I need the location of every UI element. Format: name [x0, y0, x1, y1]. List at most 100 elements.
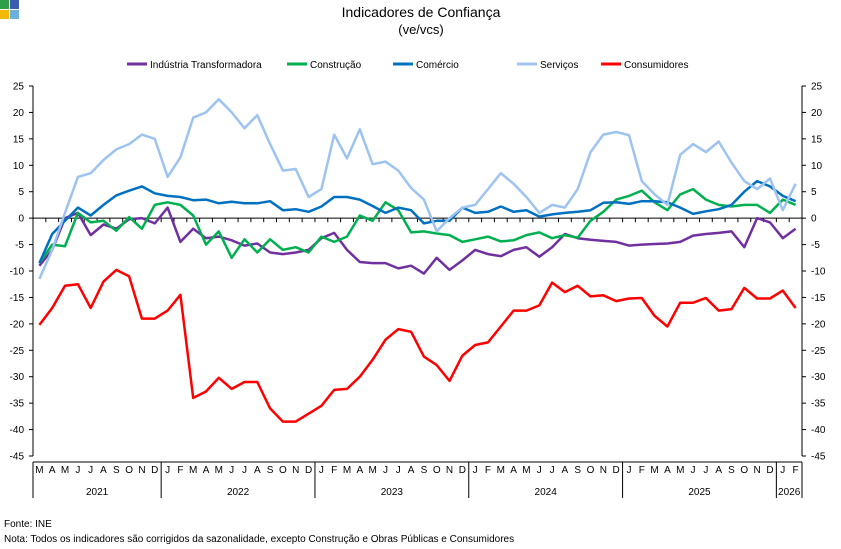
month-label: S: [421, 465, 428, 476]
month-label: M: [189, 465, 197, 476]
month-label: M: [522, 465, 530, 476]
month-label: F: [177, 465, 183, 476]
month-label: M: [676, 465, 684, 476]
month-label: D: [766, 465, 773, 476]
series-line: [38, 268, 797, 423]
month-label: N: [600, 465, 607, 476]
footer-note: Nota: Todos os indicadores são corrigido…: [4, 534, 515, 545]
month-label: A: [510, 465, 517, 476]
month-label: N: [292, 465, 299, 476]
y-tick-label-left: 25: [13, 82, 25, 93]
month-label: A: [356, 465, 363, 476]
y-tick-label-right: 5: [811, 187, 817, 198]
series-com-rcio: [38, 179, 797, 264]
legend-label: Comércio: [416, 60, 459, 71]
y-tick-label-right: -25: [811, 346, 826, 357]
month-label: M: [61, 465, 69, 476]
year-label: 2023: [381, 487, 404, 498]
month-label: F: [331, 465, 337, 476]
month-label: A: [254, 465, 261, 476]
legend-label: Consumidores: [624, 60, 688, 71]
y-tick-label-right: 0: [811, 214, 817, 225]
month-label: J: [88, 465, 93, 476]
y-tick-label-right: -5: [811, 240, 820, 251]
year-label: 2025: [688, 487, 711, 498]
month-label: J: [550, 465, 555, 476]
legend-label: Serviços: [540, 60, 578, 71]
month-label: J: [703, 465, 708, 476]
legend-item: Indústria Transformadora: [127, 60, 262, 71]
month-label: M: [497, 465, 505, 476]
month-label: N: [446, 465, 453, 476]
y-tick-label-right: -15: [811, 293, 826, 304]
year-label: 2026: [778, 487, 801, 498]
y-tick-label-right: 20: [811, 108, 823, 119]
logo-square: [10, 0, 19, 9]
month-label: N: [138, 465, 145, 476]
series-constru-o: [38, 187, 797, 264]
y-tick-label-right: -35: [811, 399, 826, 410]
month-label: S: [728, 465, 735, 476]
month-label: N: [754, 465, 761, 476]
month-label: A: [408, 465, 415, 476]
chart-title: Indicadores de Confiança: [342, 4, 501, 20]
y-tick-label-left: -20: [10, 319, 25, 330]
month-label: D: [613, 465, 620, 476]
month-label: J: [537, 465, 542, 476]
month-label: J: [242, 465, 247, 476]
series-line: [38, 97, 797, 280]
month-label: O: [587, 465, 595, 476]
series-line: [38, 206, 797, 275]
month-label: A: [715, 465, 722, 476]
legend-item: Consumidores: [601, 60, 688, 71]
month-label: D: [305, 465, 312, 476]
month-label: S: [267, 465, 274, 476]
month-label: M: [215, 465, 223, 476]
y-tick-label-right: -30: [811, 372, 826, 383]
series-line: [38, 187, 797, 264]
month-label: M: [343, 465, 351, 476]
month-label: D: [151, 465, 158, 476]
y-tick-label-right: -10: [811, 267, 826, 278]
logo: [0, 0, 19, 19]
logo-square: [10, 10, 19, 19]
month-label: O: [740, 465, 748, 476]
month-label: J: [626, 465, 631, 476]
y-tick-label-left: -15: [10, 293, 25, 304]
month-label: J: [473, 465, 478, 476]
month-label: F: [793, 465, 799, 476]
series-consumidores: [38, 268, 797, 423]
y-tick-label-left: -35: [10, 399, 25, 410]
month-label: A: [664, 465, 671, 476]
month-label: J: [165, 465, 170, 476]
axes: 25 25 20 20 15 15 10 10 5 5 0 0 -5 -5 -10 -10 -15 -15 -20 -…: [10, 82, 826, 498]
month-label: O: [279, 465, 287, 476]
y-tick-label-left: -30: [10, 372, 25, 383]
month-label: A: [49, 465, 56, 476]
month-label: M: [650, 465, 658, 476]
month-label: M: [35, 465, 43, 476]
legend: Indústria Transformadora Construção Comérc…: [127, 60, 688, 71]
chart-subtitle: (ve/vcs): [398, 22, 444, 37]
y-tick-label-right: -40: [811, 425, 826, 436]
y-tick-label-left: 20: [13, 108, 25, 119]
month-label: S: [574, 465, 581, 476]
y-tick-label-right: -20: [811, 319, 826, 330]
legend-item: Comércio: [393, 60, 459, 71]
month-label: A: [203, 465, 210, 476]
month-label: F: [639, 465, 645, 476]
series-servi-os: [38, 97, 797, 280]
y-tick-label-left: -40: [10, 425, 25, 436]
month-label: J: [780, 465, 785, 476]
y-tick-label-left: 10: [13, 161, 25, 172]
y-tick-label-right: 25: [811, 82, 823, 93]
y-tick-label-left: 0: [18, 214, 24, 225]
y-tick-label-left: -5: [15, 240, 24, 251]
month-label: F: [485, 465, 491, 476]
logo-square: [0, 10, 9, 19]
month-label: A: [100, 465, 107, 476]
logo-square: [0, 0, 9, 9]
month-label: S: [113, 465, 120, 476]
series-lines: [38, 97, 797, 423]
